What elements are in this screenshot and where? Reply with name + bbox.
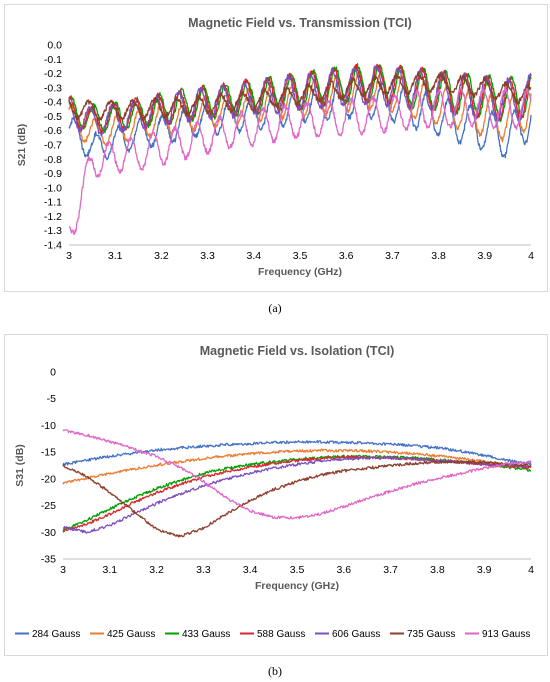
isolation-chart: Magnetic Field vs. Isolation (TCI) 3 3.1 3.… [14,344,534,640]
y-tick-label: -1.1 [44,197,62,209]
y-tick-label: -25 [41,500,56,512]
x-tick-label: 3.7 [385,250,400,262]
y-tick-label: -0.4 [44,97,62,109]
legend-item: 735 Gauss [390,629,455,640]
y-tick-label: -1.4 [44,240,62,252]
y-tick-label: -20 [41,473,56,485]
legend-item: 433 Gauss [165,629,230,640]
x-tick-label: 3.1 [102,564,117,576]
y-tick-label: -1.3 [44,225,62,237]
y-tick-label: 0 [50,367,56,379]
y-tick-label: 0.0 [47,40,62,52]
y-tick-label: -0.2 [44,68,62,80]
y-axis-label: S21 (dB) [16,124,28,167]
x-tick-label: 3.9 [477,564,492,576]
legend-label: 284 Gauss [32,629,80,640]
x-tick-label: 3.5 [293,250,308,262]
x-tick-label: 3.6 [339,250,354,262]
legend-label: 606 Gauss [332,629,380,640]
series-line [68,72,532,122]
legend-item: 606 Gauss [315,629,380,640]
y-tick-label: -0.8 [44,154,62,166]
y-tick-label: -0.1 [44,54,62,66]
series-line [62,454,532,532]
x-tick-label: 3.7 [383,564,398,576]
y-tick-label: -0.5 [44,111,62,123]
x-tick-label: 3.2 [154,250,169,262]
x-tick-label: 3.8 [431,250,446,262]
legend-label: 913 Gauss [482,629,530,640]
figure-label-a: (a) [268,301,282,315]
x-tick-label: 3 [60,564,66,576]
series-line [62,456,532,534]
isolation-chart-panel: Magnetic Field vs. Isolation (TCI) 3 3.1 3.… [4,334,548,656]
legend-label: 433 Gauss [182,629,230,640]
series-line [62,429,532,520]
y-tick-label: -15 [41,447,56,459]
x-tick-label: 4 [528,250,534,262]
x-tick-label: 3.4 [243,564,258,576]
chart-title: Magnetic Field vs. Isolation (TCI) [200,344,394,358]
x-tick-label: 3.3 [200,250,215,262]
series-line [68,87,532,235]
legend-item: 284 Gauss [15,629,80,640]
x-tick-label: 3.3 [196,564,211,576]
series-line [62,448,532,485]
y-tick-label: -35 [41,554,56,566]
legend-item: 588 Gauss [240,629,305,640]
y-tick-label: -10 [41,420,56,432]
x-tick-label: 3.8 [430,564,445,576]
legend-item: 425 Gauss [90,629,155,640]
series-line [62,455,532,533]
x-tick-label: 3.5 [290,564,305,576]
series-line [62,460,532,538]
y-tick-label: -0.7 [44,140,62,152]
legend-item: 913 Gauss [465,629,530,640]
x-axis-label: Frequency (GHz) [255,580,339,592]
figure-label-b: (b) [268,664,282,678]
x-tick-label: 3 [66,250,72,262]
y-tick-label: -1.2 [44,211,62,223]
chart-legend: 284 Gauss 425 Gauss 433 Gauss 588 Gauss 606 … [15,629,530,640]
x-tick-label: 3.9 [477,250,492,262]
x-tick-label: 4 [528,564,534,576]
x-axis-label: Frequency (GHz) [258,266,342,278]
transmission-chart-panel: Magnetic Field vs. Transmission (TCI) 3 3.… [4,4,548,292]
transmission-chart: Magnetic Field vs. Transmission (TCI) 3 3.… [16,16,534,278]
y-axis-label: S31 (dB) [14,444,26,487]
x-tick-label: 3.6 [336,564,351,576]
legend-label: 588 Gauss [257,629,305,640]
x-tick-label: 3.2 [149,564,164,576]
y-tick-label: -0.9 [44,168,62,180]
y-tick-label: -5 [47,393,56,405]
y-tick-label: -1.0 [44,182,62,194]
legend-label: 425 Gauss [107,629,155,640]
y-tick-label: -0.3 [44,82,62,94]
y-tick-label: -30 [41,527,56,539]
x-tick-label: 3.4 [246,250,261,262]
chart-title: Magnetic Field vs. Transmission (TCI) [188,16,412,30]
legend-label: 735 Gauss [407,629,455,640]
y-tick-label: -0.6 [44,125,62,137]
x-tick-label: 3.1 [108,250,123,262]
